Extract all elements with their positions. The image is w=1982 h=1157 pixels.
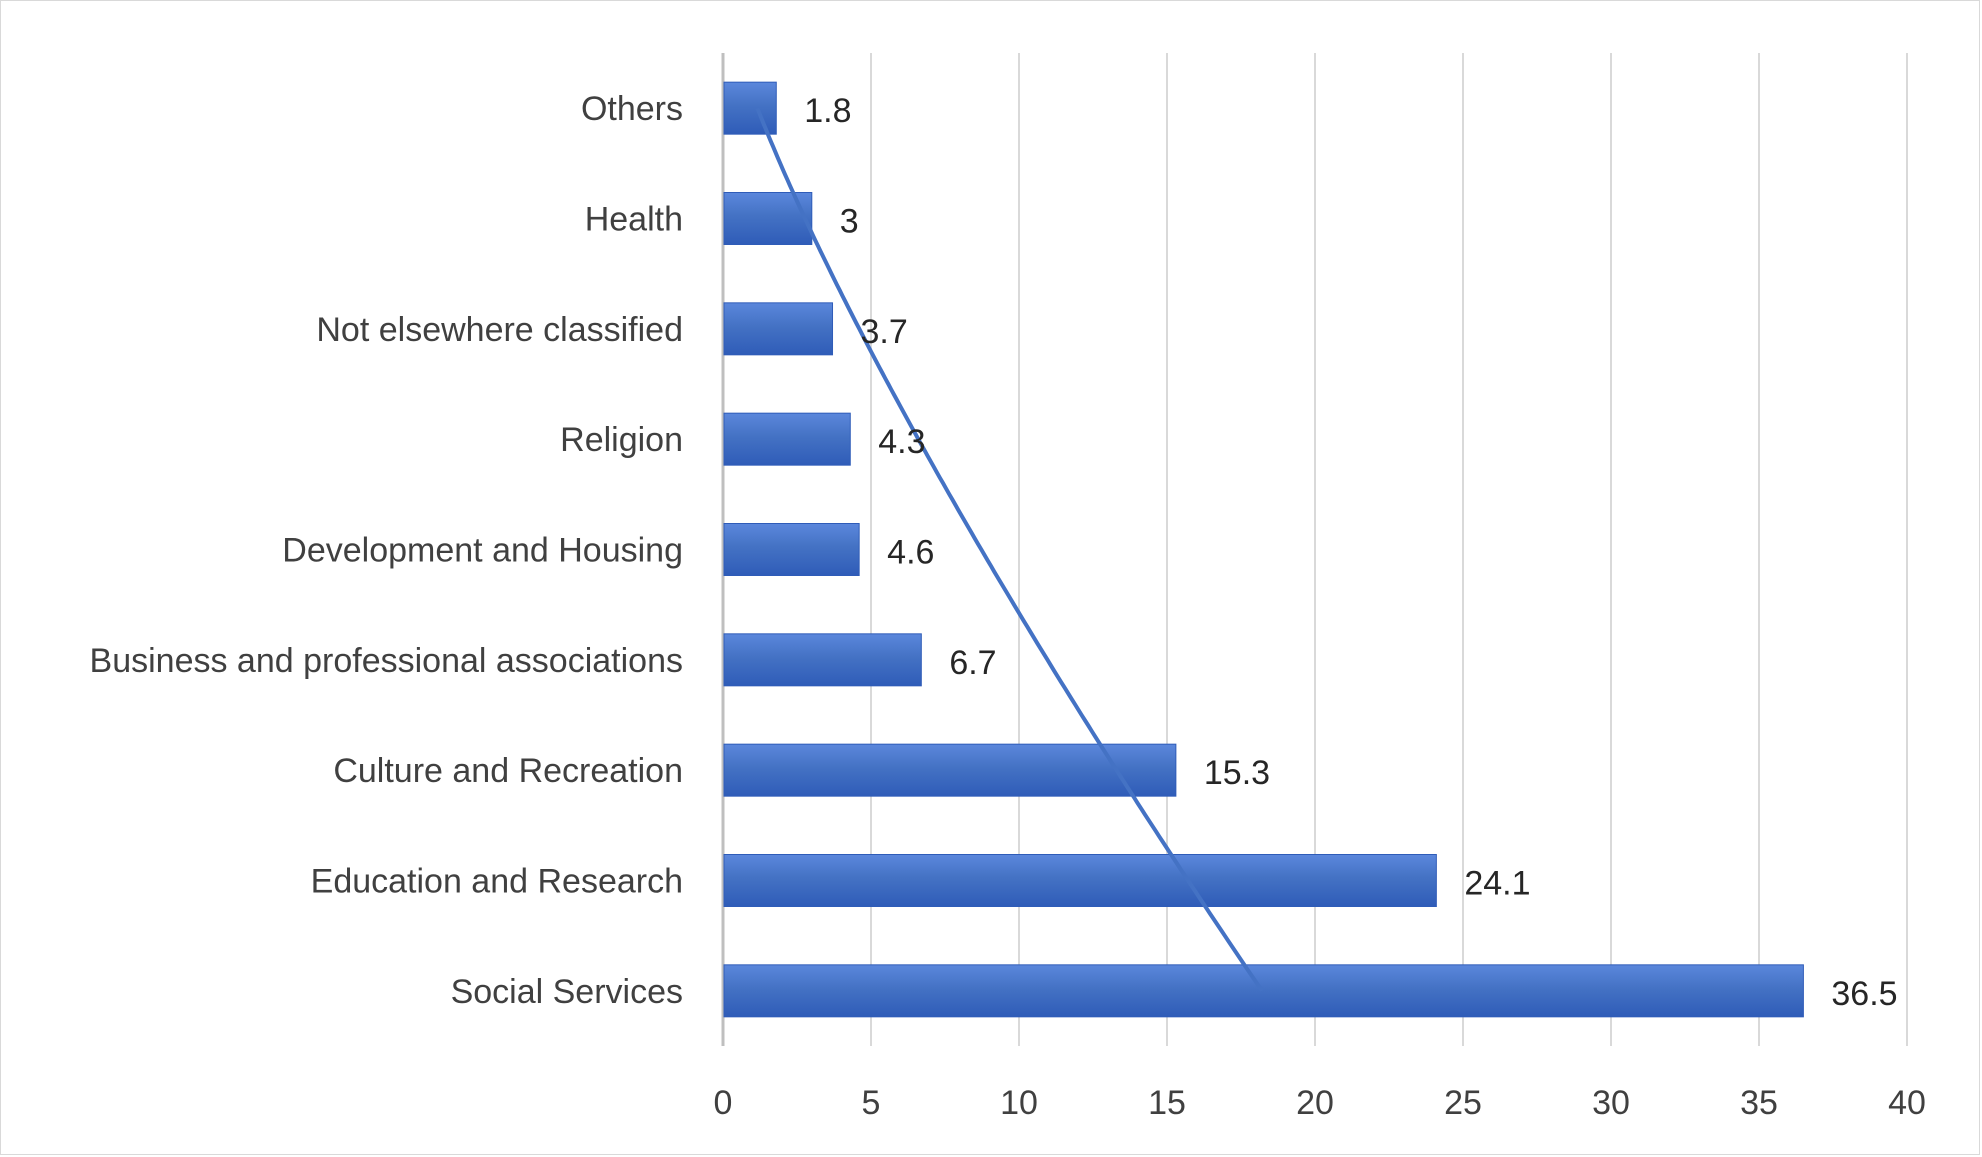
data-labels: 36.5 24.1 15.3 6.7 4.6 4.3 3.7 3 1.8 xyxy=(804,92,1897,1013)
data-label: 3 xyxy=(840,203,859,241)
x-tick-label: 15 xyxy=(1148,1084,1186,1122)
bar xyxy=(723,964,1804,1018)
x-tick-label: 5 xyxy=(862,1084,881,1122)
x-tick-label: 20 xyxy=(1296,1084,1334,1122)
bar xyxy=(723,81,777,135)
data-label: 4.6 xyxy=(887,534,934,572)
data-label: 15.3 xyxy=(1204,754,1270,792)
x-tick-label: 40 xyxy=(1888,1084,1926,1122)
bar xyxy=(723,302,834,356)
category-label: Development and Housing xyxy=(282,532,683,570)
x-axis-tick-labels: 0 5 10 15 20 25 30 35 40 xyxy=(714,1084,1926,1122)
data-label: 6.7 xyxy=(949,644,996,682)
data-label: 36.5 xyxy=(1831,975,1897,1013)
data-label: 24.1 xyxy=(1464,865,1530,903)
bar xyxy=(723,523,860,576)
bars xyxy=(723,81,1804,1018)
x-tick-label: 0 xyxy=(714,1084,733,1122)
x-tick-label: 25 xyxy=(1444,1084,1482,1122)
bar xyxy=(723,412,851,466)
category-label: Business and professional associations xyxy=(90,642,683,680)
category-label: Not elsewhere classified xyxy=(316,311,683,349)
gridlines xyxy=(721,53,1908,1046)
category-labels: Social Services Education and Research Cul… xyxy=(90,90,683,1011)
x-tick-label: 35 xyxy=(1740,1084,1778,1122)
x-tick-label: 10 xyxy=(1000,1084,1038,1122)
category-label: Health xyxy=(585,201,683,239)
category-label: Social Services xyxy=(451,973,683,1011)
category-label: Religion xyxy=(560,421,683,459)
data-label: 1.8 xyxy=(804,92,851,130)
bar xyxy=(723,633,922,687)
data-label: 3.7 xyxy=(861,313,908,351)
data-label: 4.3 xyxy=(878,423,925,461)
trendline xyxy=(755,107,1264,992)
category-label: Others xyxy=(581,90,683,128)
category-label: Culture and Recreation xyxy=(333,752,683,790)
bar xyxy=(723,854,1437,907)
bar xyxy=(723,743,1177,797)
category-label: Education and Research xyxy=(311,863,683,901)
x-tick-label: 30 xyxy=(1592,1084,1630,1122)
trend-curve xyxy=(755,107,1264,992)
